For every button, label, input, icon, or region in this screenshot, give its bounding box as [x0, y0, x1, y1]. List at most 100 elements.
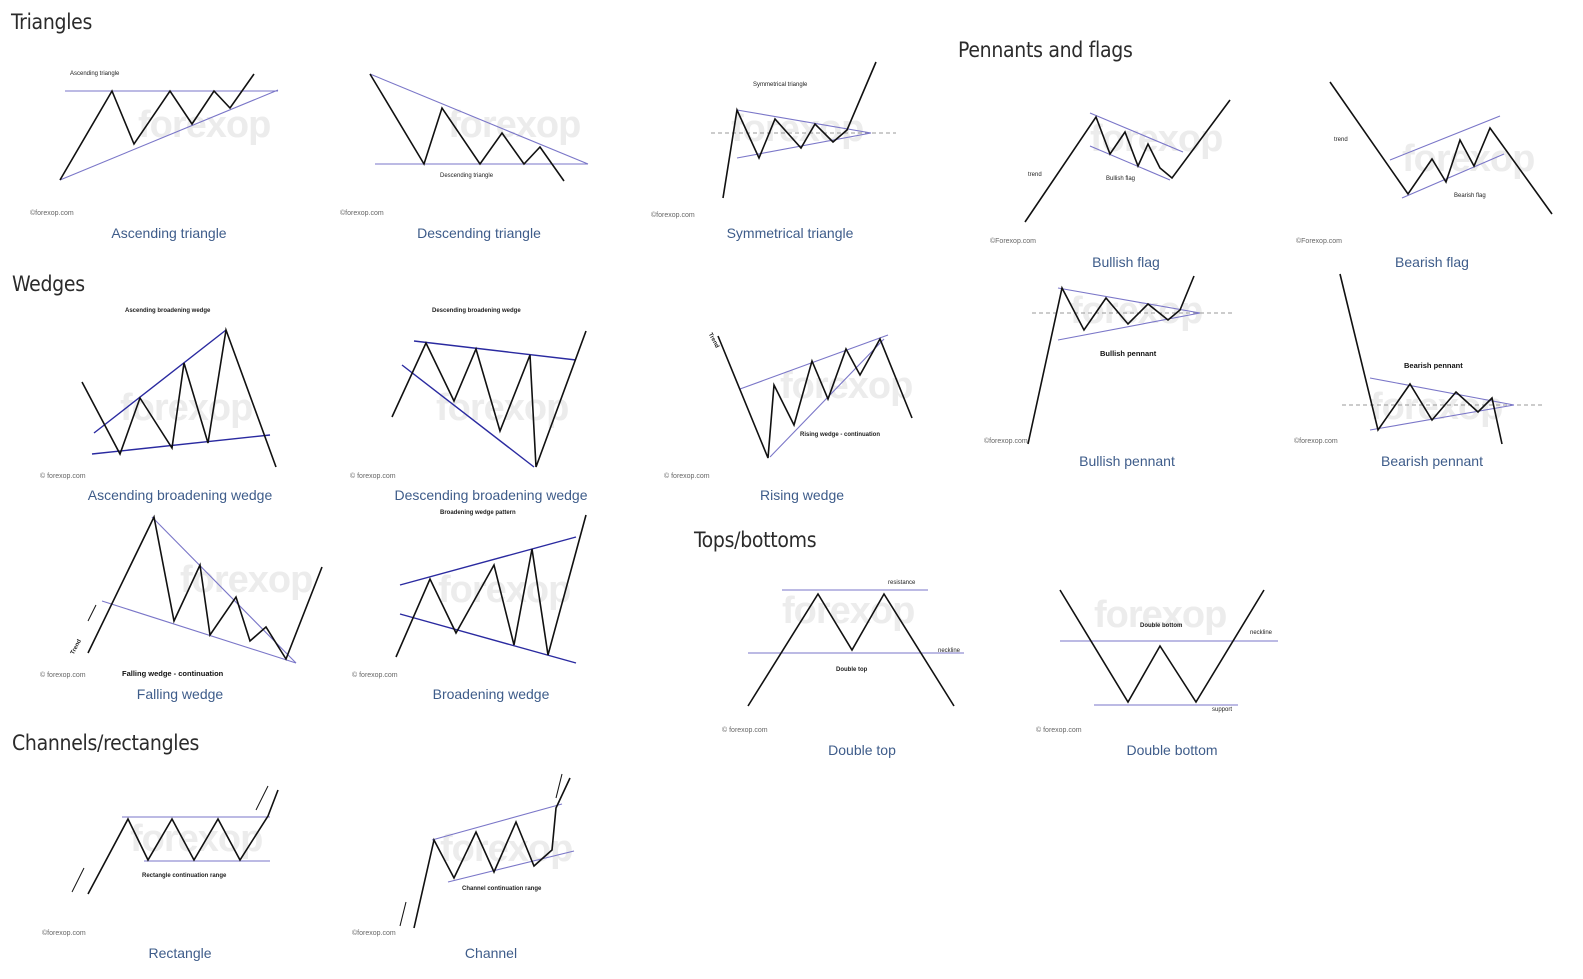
credit-text: ©forexop.com [1294, 438, 1338, 445]
diagram-label: Falling wedge - continuation [122, 669, 224, 678]
credit-text: ©forexop.com [352, 930, 396, 937]
pattern-caption[interactable]: Double top [828, 742, 896, 758]
pattern-card-rectangle[interactable]: forexop Rectangle continuation range ©fo… [30, 770, 330, 965]
pattern-card-ascending-broadening-wedge[interactable]: forexop Ascending broadening wedge © for… [30, 303, 330, 503]
price-line [369, 73, 565, 182]
pattern-caption[interactable]: Rising wedge [759, 487, 845, 503]
watermark: forexop [731, 108, 864, 150]
upper-line [1089, 112, 1184, 153]
price-line [391, 330, 587, 468]
upper-line [1057, 287, 1201, 314]
diagram-label: Rectangle continuation range [142, 873, 227, 879]
symmetrical-triangle-diagram [711, 61, 896, 199]
pattern-caption[interactable]: Channel [464, 945, 518, 961]
pattern-card-rising-wedge[interactable]: forexop Trend Rising wedge - continuatio… [652, 303, 952, 503]
credit-text: ©Forexop.com [1296, 238, 1343, 245]
pattern-caption[interactable]: Rectangle [148, 945, 212, 961]
diagram-label: Descending triangle [440, 173, 494, 179]
pattern-card-descending-triangle[interactable]: forexop Descending triangle ©forexop.com… [330, 60, 628, 245]
pattern-caption[interactable]: Bearish pennant [1381, 453, 1483, 469]
pattern-card-ascending-triangle[interactable]: forexop Ascending triangle ©forexop.com … [20, 60, 318, 245]
section-title-triangles: Triangles [11, 10, 93, 34]
section-title-tops-bottoms: Tops/bottoms [694, 528, 817, 552]
pattern-card-descending-broadening-wedge[interactable]: forexop Descending broadening wedge © fo… [340, 303, 642, 503]
bearish-flag-diagram [1329, 81, 1553, 215]
upper-line [431, 803, 563, 841]
channel-diagram [399, 773, 575, 929]
credit-text: © forexop.com [664, 473, 710, 480]
pattern-caption[interactable]: Descending triangle [417, 225, 541, 241]
pattern-caption[interactable]: Bullish pennant [1079, 453, 1175, 469]
neckline-label: neckline [938, 648, 961, 654]
trend-label: trend [1334, 137, 1348, 143]
diagram-label: Channel continuation range [462, 886, 542, 892]
pattern-caption[interactable]: Falling wedge [136, 686, 224, 702]
lower-line [101, 600, 297, 664]
credit-text: ©Forexop.com [990, 238, 1037, 245]
price-line [395, 514, 587, 658]
pattern-card-broadening-wedge[interactable]: forexop Broadening wedge pattern © forex… [340, 507, 642, 703]
ascending-triangle-diagram [59, 73, 279, 181]
diagram-label: Bearish flag [1454, 193, 1486, 199]
pattern-caption[interactable]: Descending broadening wedge [394, 487, 588, 503]
up-arrow [555, 773, 563, 799]
watermark: forexop [440, 828, 573, 870]
diagram-label: Symmetrical triangle [753, 82, 808, 88]
price-line [717, 335, 913, 459]
falling-wedge-diagram [87, 514, 323, 664]
descending-triangle-diagram [369, 73, 589, 182]
diagram-label: Ascending broadening wedge [125, 308, 211, 314]
credit-text: ©forexop.com [30, 210, 74, 217]
price-line [1329, 81, 1553, 215]
pattern-card-bearish-pennant[interactable]: forexop Bearish pennant ©forexop.com Bea… [1282, 270, 1582, 470]
pattern-caption[interactable]: Bearish flag [1395, 254, 1469, 270]
lower-line [447, 850, 575, 883]
pattern-card-double-bottom[interactable]: forexop Double bottom neckline support ©… [1026, 570, 1318, 760]
credit-text: ©forexop.com [340, 210, 384, 217]
price-line [59, 73, 255, 181]
pattern-card-channel[interactable]: forexop Channel continuation range ©fore… [340, 770, 642, 965]
upper-line [739, 334, 889, 390]
upper-line [736, 109, 872, 134]
credit-text: © forexop.com [40, 473, 86, 480]
pattern-caption[interactable]: Broadening wedge [432, 686, 550, 702]
pattern-card-bullish-pennant[interactable]: forexop Bullish pennant ©forexop.com Bul… [972, 270, 1282, 470]
broadening-wedge-diagram [395, 514, 587, 664]
price-line [747, 592, 955, 707]
watermark: forexop [448, 104, 581, 146]
pattern-caption[interactable]: Double bottom [1126, 742, 1218, 758]
diagram-label: Double bottom [1140, 623, 1183, 629]
price-line [1339, 273, 1503, 445]
pattern-caption[interactable]: Ascending triangle [111, 225, 227, 241]
watermark: forexop [1370, 386, 1503, 428]
trend-label: trend [1028, 172, 1042, 178]
pattern-card-falling-wedge[interactable]: forexop Trend Falling wedge - continuati… [30, 507, 330, 703]
watermark: forexop [782, 590, 915, 632]
lower-line [1089, 145, 1171, 181]
pattern-caption[interactable]: Symmetrical triangle [726, 225, 854, 241]
diagram-label: Double top [836, 667, 868, 673]
diagram-label: Broadening wedge pattern [440, 510, 516, 516]
pattern-card-bearish-flag[interactable]: forexop trend Bearish flag ©Forexop.com … [1282, 76, 1582, 273]
bearish-pennant-diagram [1339, 273, 1544, 445]
diagram-label: Rising wedge - continuation [800, 432, 880, 438]
upper-line [151, 516, 297, 664]
pattern-caption[interactable]: Bullish flag [1092, 254, 1160, 270]
pattern-caption[interactable]: Ascending broadening wedge [87, 487, 273, 503]
lower-line [1057, 312, 1201, 341]
section-title-pennants-and-flags: Pennants and flags [958, 38, 1133, 62]
price-line [87, 514, 323, 661]
rectangle-diagram [71, 785, 279, 895]
price-line [87, 789, 279, 895]
pattern-card-symmetrical-triangle[interactable]: forexop Symmetrical triangle ©forexop.co… [641, 60, 939, 245]
up-arrow [71, 867, 85, 893]
lower-line [401, 364, 535, 468]
pattern-card-double-top[interactable]: forexop resistance neckline Double top ©… [712, 570, 1012, 760]
pattern-card-bullish-flag[interactable]: forexop trend Bullish flag ©Forexop.com … [970, 88, 1282, 273]
diagram-label: Ascending triangle [70, 71, 120, 77]
up-arrow [399, 901, 407, 927]
diagram-label: Descending broadening wedge [432, 308, 521, 314]
section-title-wedges: Wedges [12, 272, 85, 296]
lower-line [399, 613, 577, 664]
credit-text: © forexop.com [722, 727, 768, 734]
